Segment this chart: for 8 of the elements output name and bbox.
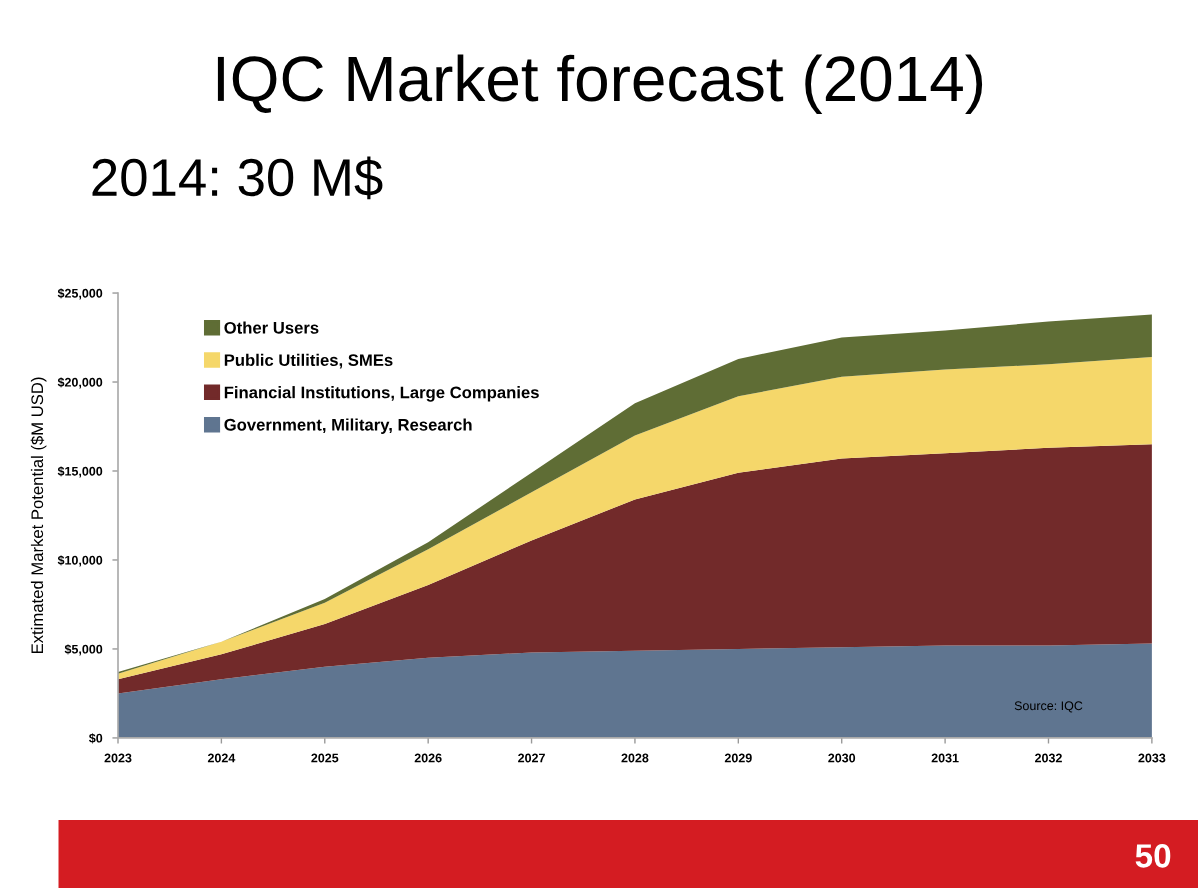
chart-subtitle: 2014: 30 M$ <box>92 156 383 200</box>
legend-label: Other Users <box>224 321 319 334</box>
text: 50 <box>1135 844 1171 868</box>
legend-label: Public Utilities, SMEs <box>224 353 393 369</box>
legend-label: Financial Institutions, Large Companies <box>224 386 539 402</box>
legend-label: Government, Military, Research <box>224 418 472 434</box>
chart-title: IQC Market forecast (2014) <box>217 54 983 115</box>
y-axis-title: Extimated Market Potential ($M USD) <box>30 377 47 654</box>
